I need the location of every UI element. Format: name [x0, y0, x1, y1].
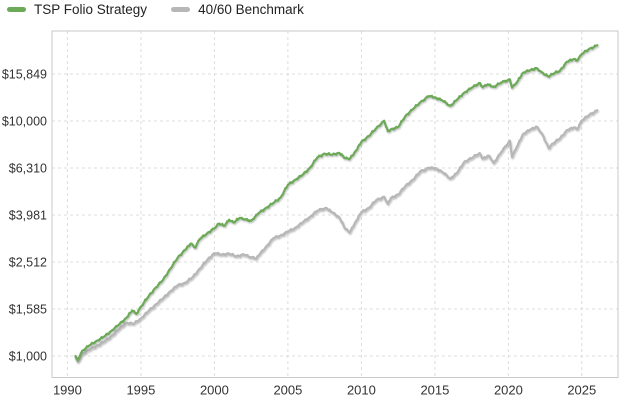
x-axis-tick-label: 1995	[126, 383, 155, 398]
legend-label-40-60-benchmark: 40/60 Benchmark	[198, 2, 304, 17]
y-axis-tick-label: $1,000	[9, 349, 47, 363]
x-axis-tick-label: 2020	[494, 383, 523, 398]
series-swatch-green-icon	[7, 7, 26, 13]
x-axis-tick-label: 2000	[200, 383, 229, 398]
legend-item-tsp-folio-strategy[interactable]: TSP Folio Strategy	[7, 3, 147, 17]
y-axis-tick-label: $3,981	[9, 208, 47, 222]
legend-label-tsp-folio-strategy: TSP Folio Strategy	[34, 2, 148, 17]
x-axis-tick-label: 2010	[347, 383, 376, 398]
y-axis-tick-label: $10,000	[2, 114, 47, 128]
x-axis-tick-label: 2015	[420, 383, 449, 398]
y-axis-tick-label: $15,849	[2, 67, 47, 81]
legend-item-40-60-benchmark[interactable]: 40/60 Benchmark	[171, 3, 304, 17]
series-line-40-60-benchmark	[74, 109, 599, 363]
plot-border	[51, 30, 619, 378]
x-axis-tick-label: 2025	[567, 383, 596, 398]
x-axis-tick-label: 2005	[273, 383, 302, 398]
series-swatch-gray-icon	[171, 7, 191, 13]
y-axis-tick-label: $6,310	[9, 161, 47, 175]
series-line-tsp-folio-strategy	[74, 44, 599, 362]
y-axis-tick-label: $1,585	[9, 302, 47, 316]
x-axis-tick-label: 1990	[53, 383, 82, 398]
chart-legend: TSP Folio Strategy 40/60 Benchmark	[7, 3, 304, 17]
y-axis-tick-label: $2,512	[9, 255, 47, 269]
